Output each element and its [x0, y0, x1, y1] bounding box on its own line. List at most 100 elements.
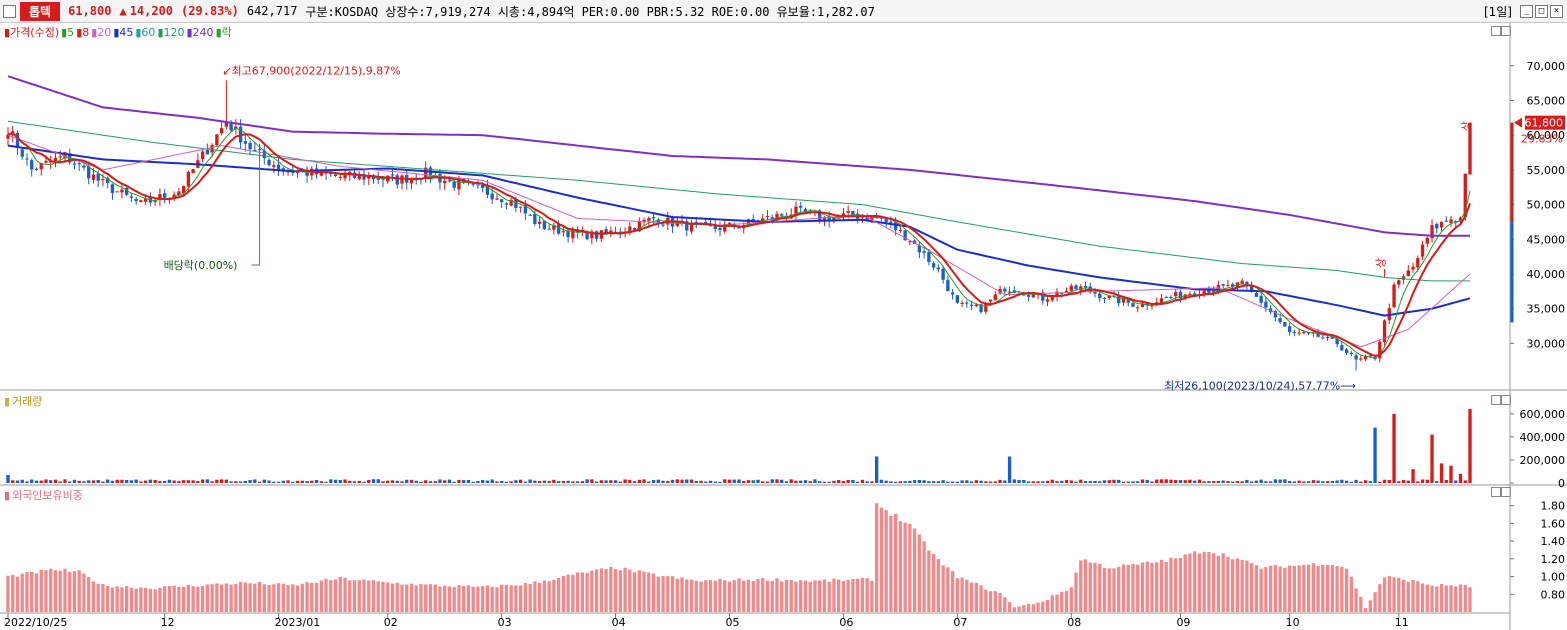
foreign-panel-close-icon[interactable] — [1501, 487, 1511, 497]
volume-bar — [1292, 481, 1297, 483]
volume-tick-label: 600,000 — [1520, 408, 1566, 421]
foreign-bar — [1117, 566, 1121, 612]
price-candle — [1221, 284, 1225, 286]
price-candle — [528, 214, 532, 216]
close-icon[interactable]: × — [1550, 5, 1563, 18]
price-candle — [272, 165, 276, 167]
volume-bar — [53, 479, 58, 483]
volume-bar — [409, 479, 414, 483]
foreign-bar — [129, 587, 134, 612]
price-candle — [1273, 310, 1278, 318]
price-candle — [1174, 292, 1178, 297]
volume-bar — [1302, 481, 1306, 483]
foreign-bar — [291, 584, 295, 612]
volume-bar — [438, 479, 442, 483]
foreign-bar — [338, 576, 342, 612]
foreign-bar — [1145, 561, 1149, 612]
price-candle — [732, 224, 736, 227]
price-candle — [1117, 296, 1121, 304]
foreign-bar — [632, 572, 637, 612]
price-candle — [253, 149, 257, 151]
volume-bar — [1454, 480, 1458, 483]
price-candle — [917, 245, 922, 253]
price-candle — [129, 196, 134, 198]
foreign-bar — [343, 577, 347, 612]
foreign-bar — [1102, 567, 1107, 612]
foreign-bar — [685, 579, 689, 612]
volume-bar — [765, 481, 770, 483]
volume-bar — [799, 480, 803, 483]
stock-name-badge[interactable]: 톱텍 — [20, 1, 61, 21]
volume-bar — [832, 480, 836, 483]
price-candle — [39, 162, 43, 170]
foreign-bar — [1439, 584, 1444, 612]
foreign-bar — [846, 579, 850, 612]
volume-bar — [1131, 481, 1135, 483]
volume-bar — [613, 480, 618, 483]
foreign-bar — [1093, 562, 1097, 612]
volume-bar — [993, 481, 997, 483]
volume-bar — [172, 480, 176, 483]
volume-panel-minimize-icon[interactable] — [1491, 395, 1501, 405]
foreign-bar — [15, 576, 20, 612]
x-tick-label: 04 — [612, 616, 626, 629]
foreign-bar — [604, 568, 608, 612]
foreign-panel-minimize-icon[interactable] — [1491, 487, 1501, 497]
price-panel-close-icon[interactable] — [1501, 26, 1511, 36]
volume-bar — [196, 481, 200, 483]
volume-bar — [1268, 481, 1273, 483]
price-candle — [324, 171, 328, 174]
x-tick-label: 09 — [1176, 616, 1190, 629]
maximize-icon[interactable]: □ — [1535, 5, 1548, 18]
foreign-bar — [1264, 567, 1268, 612]
foreign-bar — [395, 582, 399, 612]
foreign-bar — [784, 579, 789, 612]
volume-tick-label: 0 — [1558, 477, 1565, 490]
price-candle — [162, 193, 167, 198]
foreign-bar — [490, 586, 494, 612]
volume-panel-close-icon[interactable] — [1501, 395, 1511, 405]
price-candle — [756, 222, 760, 224]
price-candle — [110, 184, 115, 194]
volume-bar — [1439, 463, 1444, 483]
volume-bar — [357, 480, 361, 483]
period-selector[interactable]: [1일] — [1483, 5, 1512, 19]
volume-bar — [1183, 480, 1187, 483]
volume-bar — [428, 481, 433, 483]
price-candle — [257, 149, 262, 151]
volume-bar — [889, 481, 893, 483]
volume-bar — [1287, 480, 1292, 483]
minimize-icon[interactable]: _ — [1520, 5, 1533, 18]
price-candle — [761, 218, 765, 223]
volume-bar — [352, 481, 357, 483]
price-candle — [1240, 280, 1244, 284]
price-candle — [338, 176, 342, 178]
select-checkbox[interactable] — [3, 4, 16, 18]
price-candle — [348, 171, 352, 175]
foreign-bar — [1245, 560, 1249, 612]
foreign-bar — [272, 584, 276, 612]
volume-bar — [865, 481, 869, 483]
price-candle — [381, 178, 385, 180]
price-candle — [960, 302, 964, 304]
volume-bar — [1017, 479, 1021, 483]
price-candle — [1349, 352, 1353, 355]
foreign-bar — [936, 559, 941, 612]
ma-line-20 — [7, 134, 1471, 348]
price-candle — [1150, 304, 1154, 307]
price-candle — [1254, 292, 1259, 297]
volume-bar — [158, 481, 162, 483]
price-panel-minimize-icon[interactable] — [1491, 26, 1501, 36]
foreign-bar — [1302, 564, 1306, 612]
volume-bar — [1079, 479, 1083, 483]
price-change-pct: (29.83%) — [181, 4, 239, 18]
foreign-bar — [243, 582, 247, 612]
price-candle — [1397, 280, 1401, 285]
foreign-bar — [191, 586, 195, 612]
foreign-bar — [1468, 587, 1472, 612]
foreign-bar — [1416, 581, 1420, 612]
price-candle — [927, 252, 931, 262]
foreign-bar — [267, 585, 271, 612]
price-candle — [1031, 293, 1035, 298]
volume-bar — [68, 481, 72, 483]
